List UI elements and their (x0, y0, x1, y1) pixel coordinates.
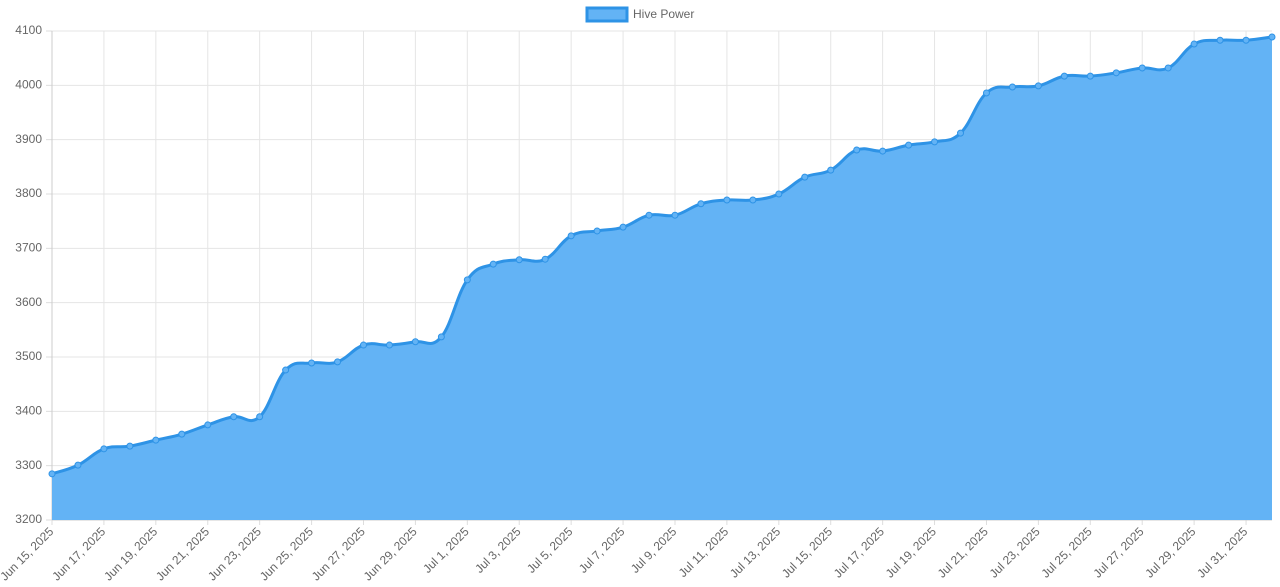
y-tick-label: 3200 (15, 512, 42, 526)
point (178, 430, 186, 438)
y-tick-label: 3400 (15, 404, 42, 418)
x-tick-label: Jul 17, 2025 (831, 524, 887, 580)
point (230, 413, 238, 421)
point (982, 89, 990, 97)
legend-swatch (585, 6, 629, 23)
x-tick-label: Jun 25, 2025 (257, 524, 316, 583)
point (593, 227, 601, 235)
y-tick-label: 3300 (15, 458, 42, 472)
point (1112, 69, 1120, 77)
x-tick-label: Jul 21, 2025 (935, 524, 991, 580)
area-fill (52, 36, 1272, 521)
x-tick-label: Jul 7, 2025 (576, 524, 628, 576)
point (1086, 72, 1094, 80)
point (697, 200, 705, 208)
x-tick-label: Jul 27, 2025 (1090, 524, 1146, 580)
y-tick-label: 3900 (15, 132, 42, 146)
point (723, 196, 731, 204)
y-tick-label: 4000 (15, 78, 42, 92)
point (541, 255, 549, 263)
point (567, 232, 575, 240)
point (1242, 36, 1250, 44)
x-tick-label: Jul 31, 2025 (1194, 524, 1250, 580)
legend-label: Hive Power (633, 7, 694, 21)
point (645, 211, 653, 219)
point (1216, 36, 1224, 44)
point (671, 211, 679, 219)
x-tick-label: Jun 23, 2025 (205, 524, 264, 583)
y-tick-label: 3500 (15, 349, 42, 363)
point (1008, 83, 1016, 91)
y-tick-label: 3600 (15, 295, 42, 309)
point (334, 358, 342, 366)
x-tick-label: Jun 27, 2025 (309, 524, 368, 583)
point (853, 146, 861, 154)
point (1190, 40, 1198, 48)
point (48, 470, 56, 478)
point (931, 138, 939, 146)
point (385, 341, 393, 349)
point (827, 166, 835, 174)
x-tick-label: Jul 23, 2025 (987, 524, 1043, 580)
point (308, 359, 316, 367)
point (126, 442, 134, 450)
x-tick-label: Jul 19, 2025 (883, 524, 939, 580)
x-tick-label: Jun 21, 2025 (153, 524, 212, 583)
point (957, 129, 965, 137)
point (905, 141, 913, 149)
x-tick-label: Jun 15, 2025 (0, 524, 57, 583)
point (1164, 64, 1172, 72)
x-tick-label: Jul 9, 2025 (628, 524, 680, 576)
y-tick-label: 3800 (15, 186, 42, 200)
legend-item: Hive Power (585, 6, 694, 23)
point (749, 196, 757, 204)
point (411, 338, 419, 346)
x-tick-label: Jul 1, 2025 (420, 524, 472, 576)
point (801, 173, 809, 181)
point (282, 366, 290, 374)
point (204, 421, 212, 429)
point (1268, 33, 1276, 41)
point (619, 223, 627, 231)
point (1060, 72, 1068, 80)
point (515, 256, 523, 264)
y-tick-label: 4100 (15, 23, 42, 37)
x-tick-label: Jun 17, 2025 (49, 524, 108, 583)
point (152, 436, 160, 444)
point (359, 341, 367, 349)
x-tick-label: Jul 3, 2025 (472, 524, 524, 576)
point (100, 445, 108, 453)
point (74, 461, 82, 469)
point (879, 147, 887, 155)
point (437, 333, 445, 341)
x-tick-label: Jun 19, 2025 (101, 524, 160, 583)
point (489, 260, 497, 268)
point (1034, 82, 1042, 90)
x-tick-label: Jul 15, 2025 (779, 524, 835, 580)
point (463, 276, 471, 284)
x-tick-label: Jul 11, 2025 (676, 524, 732, 580)
y-tick-label: 3700 (15, 241, 42, 255)
x-tick-label: Jul 5, 2025 (524, 524, 576, 576)
x-tick-label: Jul 25, 2025 (1039, 524, 1095, 580)
x-tick-label: Jun 29, 2025 (361, 524, 420, 583)
point (1138, 64, 1146, 72)
point (256, 413, 264, 421)
x-tick-label: Jul 13, 2025 (727, 524, 783, 580)
x-tick-label: Jul 29, 2025 (1142, 524, 1198, 580)
point (775, 190, 783, 198)
